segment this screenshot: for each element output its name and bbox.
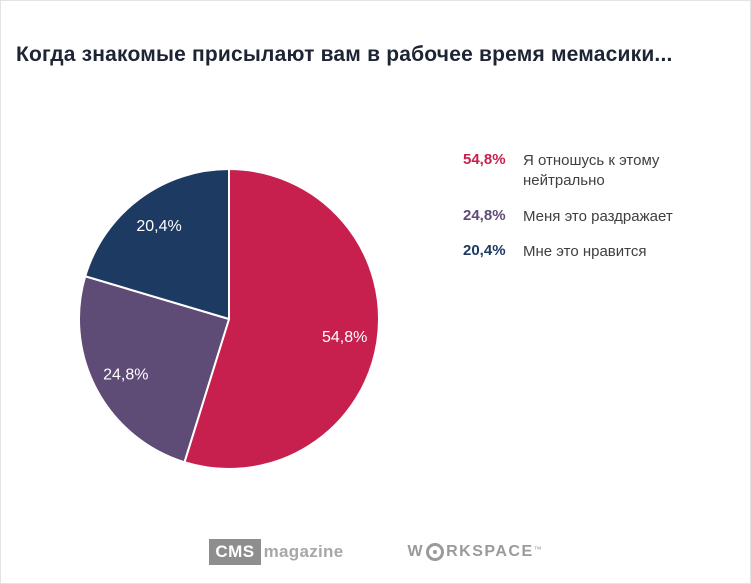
workspace-tm-mark: ™ [533, 545, 542, 554]
pie-slice-1 [78, 275, 231, 464]
pie-slice-0 [183, 167, 380, 470]
cms-logo-text: magazine [263, 542, 344, 561]
pie-chart: 54,8% 24,8% 20,4% [69, 159, 389, 479]
legend-item-annoyed: 24,8% Меня это раздражает [463, 207, 713, 227]
workspace-logo: W RKSPACE ™ [408, 543, 542, 561]
pie-chart-svg: 54,8% 24,8% 20,4% [78, 167, 380, 470]
legend-label: Я отношусь к этому нейтрально [523, 152, 660, 190]
workspace-logo-suffix: RKSPACE [446, 543, 534, 560]
cms-magazine-logo: CMS magazine [209, 539, 343, 565]
pie-slice-label-0: 54,8% [322, 329, 367, 346]
legend-label: Мне это нравится [523, 242, 647, 260]
workspace-o-icon [426, 543, 445, 561]
workspace-logo-prefix: W [407, 543, 425, 560]
pie-slice-label-1: 24,8% [103, 367, 148, 384]
legend-item-like: 20,4% Мне это нравится [463, 242, 713, 262]
pie-slice-2 [83, 167, 230, 321]
legend-percent: 54,8% [463, 151, 506, 168]
footer-logos: CMS magazine W RKSPACE ™ [1, 539, 750, 565]
chart-legend: 54,8% Я отношусь к этому нейтрально 24,8… [463, 151, 713, 262]
legend-item-neutral: 54,8% Я отношусь к этому нейтрально [463, 151, 713, 192]
legend-percent: 24,8% [463, 206, 506, 224]
pie-slice-label-2: 20,4% [136, 218, 181, 235]
legend-label: Меня это раздражает [523, 207, 673, 225]
legend-percent: 20,4% [463, 241, 506, 259]
chart-title: Когда знакомые присылают вам в рабочее в… [16, 43, 673, 66]
cms-logo-box: CMS [209, 539, 261, 565]
